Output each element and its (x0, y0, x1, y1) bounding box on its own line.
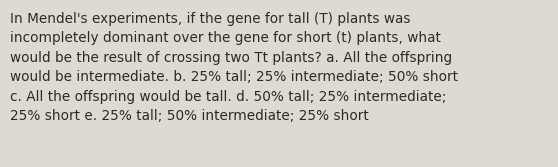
Text: In Mendel's experiments, if the gene for tall (T) plants was
incompletely domina: In Mendel's experiments, if the gene for… (10, 12, 458, 123)
